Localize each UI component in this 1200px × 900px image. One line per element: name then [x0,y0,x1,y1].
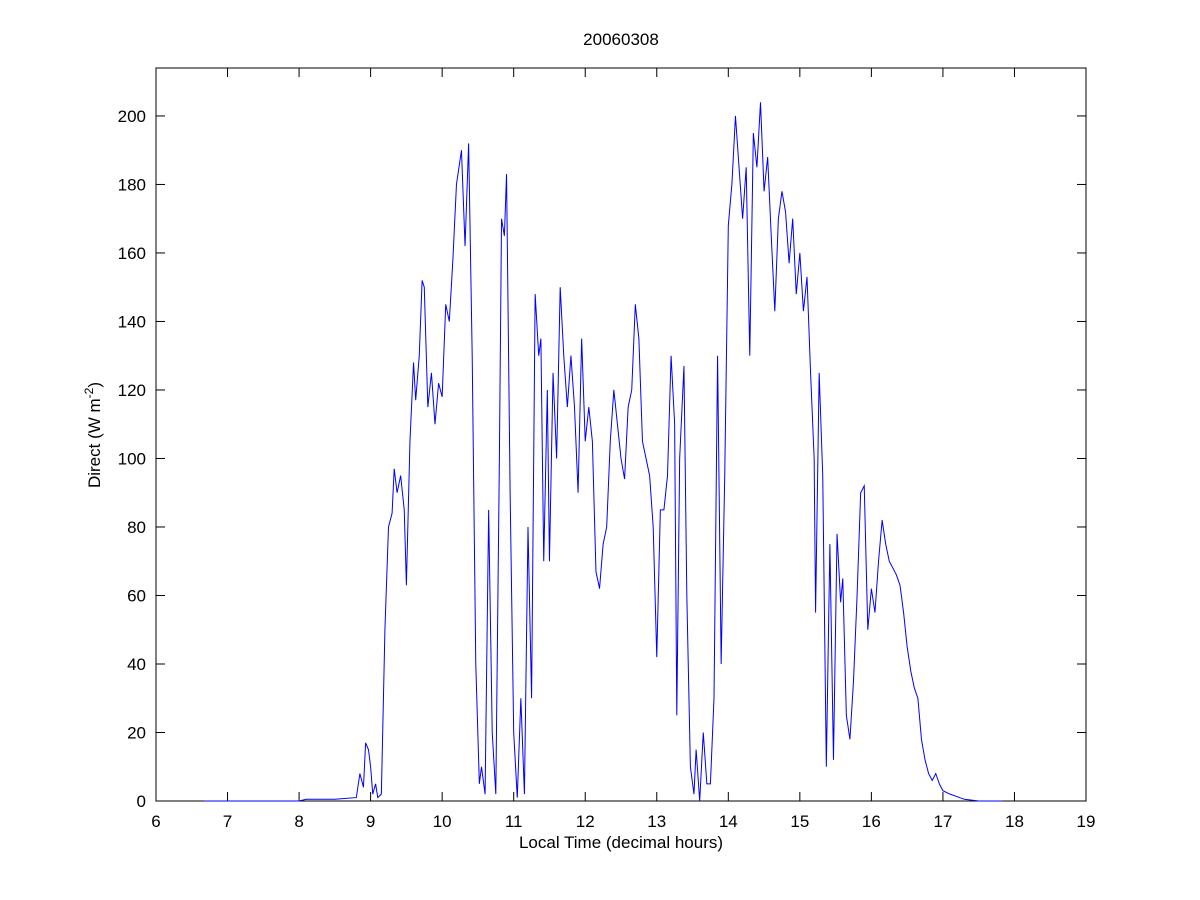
plot-frame [155,67,1087,802]
x-tick-label: 15 [790,812,809,831]
y-tick-label: 80 [127,518,146,537]
y-label-sup: -2 [82,387,96,398]
y-tick-label: 100 [118,449,146,468]
y-tick-label: 160 [118,244,146,263]
x-tick-label: 18 [1005,812,1024,831]
x-axis-label: Local Time (decimal hours) [519,833,723,852]
y-axis-label: Direct (W m-2) [82,382,104,488]
y-tick-label: 140 [118,312,146,331]
x-tick-label: 6 [151,812,160,831]
x-tick-label: 12 [576,812,595,831]
x-tick-label: 8 [294,812,303,831]
x-tick-label: 7 [223,812,232,831]
y-tick-label: 40 [127,655,146,674]
x-tick-label: 16 [862,812,881,831]
y-tick-label: 200 [118,107,146,126]
y-label-part: Direct (W m [85,398,104,488]
data-line [203,102,1003,802]
x-tick-label: 19 [1077,812,1096,831]
y-tick-label: 0 [137,792,146,811]
x-tick-label: 10 [433,812,452,831]
x-tick-label: 14 [719,812,738,831]
x-tick-label: 9 [366,812,375,831]
y-tick-label: 180 [118,175,146,194]
x-tick-label: 11 [505,812,523,831]
y-tick-label: 60 [127,586,146,605]
x-tick-label: 17 [933,812,952,831]
y-label-part: ) [85,382,104,388]
chart-title: 20060308 [583,30,659,49]
y-tick-label: 20 [127,723,146,742]
y-tick-label: 120 [118,381,146,400]
x-tick-label: 13 [647,812,666,831]
